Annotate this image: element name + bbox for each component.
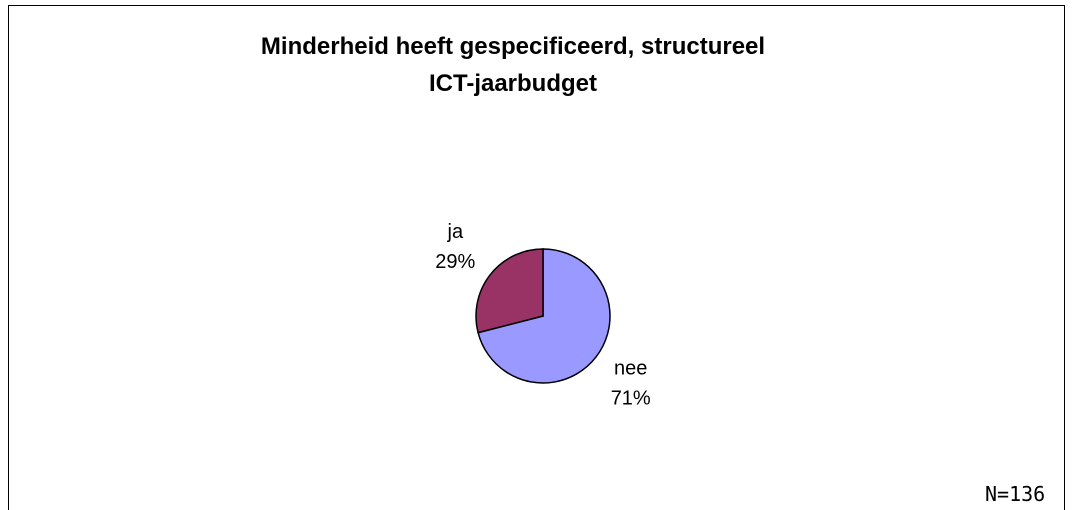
chart-title: Minderheid heeft gespecificeerd, structu… bbox=[260, 33, 766, 97]
value-label: 71% bbox=[611, 387, 651, 409]
slice-label: ja bbox=[447, 221, 464, 243]
pie-slice bbox=[475, 248, 544, 334]
annotation: N=136 bbox=[985, 482, 1046, 506]
slice-label: nee bbox=[614, 357, 647, 379]
value-label: 29% bbox=[435, 251, 475, 273]
pie-slice bbox=[477, 248, 611, 384]
chart-frame bbox=[8, 5, 1065, 510]
